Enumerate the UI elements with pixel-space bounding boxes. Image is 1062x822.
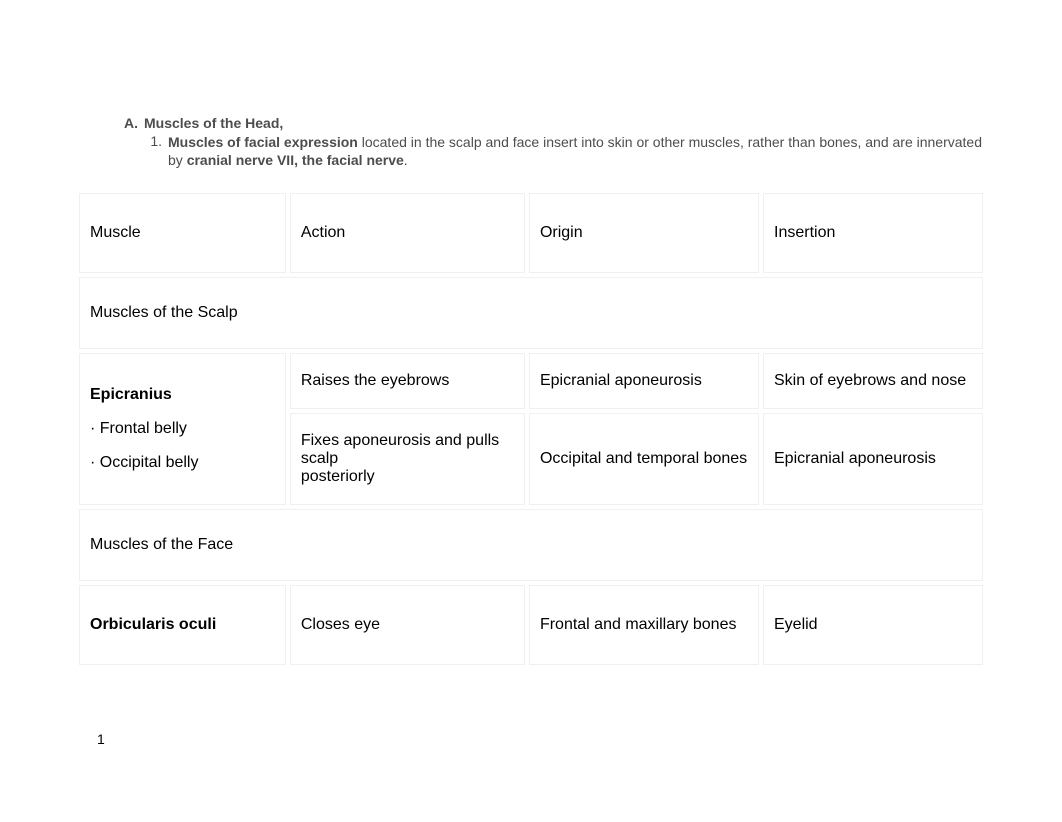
outline-a-text: Muscles of the Head, (144, 115, 283, 131)
outline-1-marker: 1. (144, 133, 162, 149)
outline-1-bold1: Muscles of facial expression (168, 134, 358, 150)
cell-orbicularis-insertion: Eyelid (763, 585, 983, 665)
cell-orbicularis-name: Orbicularis oculi (79, 585, 286, 665)
table-section-row: Muscles of the Scalp (79, 277, 983, 349)
table-row: Orbicularis oculi Closes eye Frontal and… (79, 585, 983, 665)
epicranius-action2-line2: posteriorly (301, 468, 375, 485)
muscles-table: Muscle Action Origin Insertion Muscles o… (75, 189, 987, 669)
epicranius-sub1: · Frontal belly (90, 420, 275, 438)
cell-orbicularis-origin: Frontal and maxillary bones (529, 585, 759, 665)
table-section-row: Muscles of the Face (79, 509, 983, 581)
header-origin: Origin (529, 193, 759, 273)
cell-orbicularis-action: Closes eye (290, 585, 525, 665)
outline-a-marker: A. (120, 115, 138, 131)
cell-epicranius-insertion2: Epicranial aponeurosis (763, 413, 983, 505)
cell-epicranius-insertion1: Skin of eyebrows and nose (763, 353, 983, 409)
cell-epicranius-action1: Raises the eyebrows (290, 353, 525, 409)
section-scalp: Muscles of the Scalp (79, 277, 983, 349)
cell-epicranius-origin2: Occipital and temporal bones (529, 413, 759, 505)
cell-epicranius-name: Epicranius · Frontal belly · Occipital b… (79, 353, 286, 505)
header-action: Action (290, 193, 525, 273)
epicranius-name: Epicranius (90, 386, 275, 404)
cell-epicranius-origin1: Epicranial aponeurosis (529, 353, 759, 409)
header-muscle: Muscle (79, 193, 286, 273)
epicranius-sub2: · Occipital belly (90, 454, 275, 472)
outline-item-a: A. Muscles of the Head, (120, 115, 987, 131)
orbicularis-name: Orbicularis oculi (90, 616, 216, 633)
outline-item-1: 1. Muscles of facial expression located … (144, 133, 987, 169)
page-number: 1 (97, 731, 105, 747)
muscles-table-container: Muscle Action Origin Insertion Muscles o… (75, 189, 987, 669)
outline-1-bold2: cranial nerve VII, the facial nerve (187, 152, 404, 168)
section-face: Muscles of the Face (79, 509, 983, 581)
table-row: Epicranius · Frontal belly · Occipital b… (79, 353, 983, 409)
epicranius-action2-line1: Fixes aponeurosis and pulls scalp (301, 432, 499, 467)
header-insertion: Insertion (763, 193, 983, 273)
cell-epicranius-action2: Fixes aponeurosis and pulls scalp poster… (290, 413, 525, 505)
outline-1-text2: . (404, 152, 408, 168)
document-content: A. Muscles of the Head, 1. Muscles of fa… (0, 0, 1062, 669)
table-header-row: Muscle Action Origin Insertion (79, 193, 983, 273)
outline-1-text: Muscles of facial expression located in … (168, 133, 987, 169)
